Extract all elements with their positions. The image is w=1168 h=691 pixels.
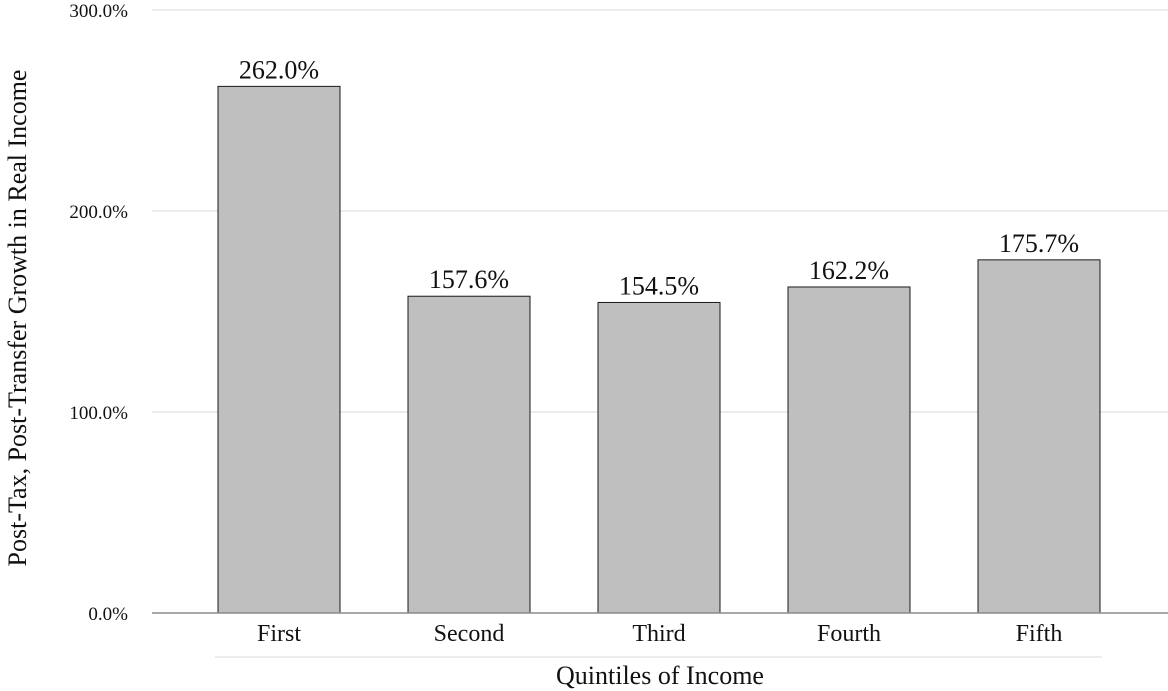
bar-first bbox=[217, 85, 341, 614]
category-label-fifth: Fifth bbox=[1016, 621, 1063, 647]
category-label-first: First bbox=[257, 621, 301, 647]
bar-data-labels: 262.0% 157.6% 154.5% 162.2% 175.7% bbox=[239, 55, 1079, 300]
x-axis-title: Quintiles of Income bbox=[556, 661, 764, 690]
data-label-fourth: 162.2% bbox=[809, 256, 889, 285]
y-tick-label: 200.0% bbox=[69, 202, 128, 223]
category-label-third: Third bbox=[632, 621, 685, 647]
data-label-first: 262.0% bbox=[239, 55, 319, 84]
bar-fifth bbox=[977, 259, 1101, 614]
bar-fourth bbox=[787, 286, 911, 614]
bar-second bbox=[407, 295, 531, 614]
y-tick-label: 0.0% bbox=[88, 604, 128, 625]
data-label-fifth: 175.7% bbox=[999, 229, 1079, 258]
x-axis-category-labels: First Second Third Fourth Fifth bbox=[257, 621, 1062, 647]
y-axis-tick-labels: 0.0% 100.0% 200.0% 300.0% bbox=[69, 1, 128, 625]
bar-third bbox=[597, 301, 721, 614]
bars bbox=[217, 85, 1101, 614]
y-tick-label: 300.0% bbox=[69, 1, 128, 22]
y-tick-label: 100.0% bbox=[69, 403, 128, 424]
category-label-fourth: Fourth bbox=[817, 621, 881, 647]
y-axis-title: Post-Tax, Post-Transfer Growth in Real I… bbox=[3, 70, 32, 567]
category-label-second: Second bbox=[434, 621, 505, 647]
data-label-third: 154.5% bbox=[619, 271, 699, 300]
data-label-second: 157.6% bbox=[429, 265, 509, 294]
